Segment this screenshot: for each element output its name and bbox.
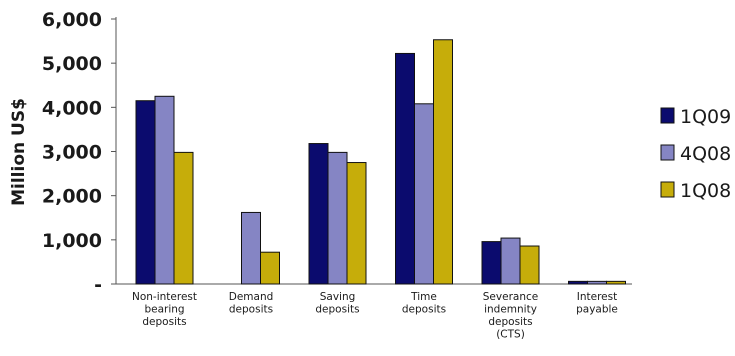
legend-label-4q08: 4Q08: [680, 143, 731, 165]
x-tick-label: Interest payable: [576, 291, 618, 316]
x-tick-label-line: (CTS): [496, 329, 525, 341]
x-tick-label-line: payable: [576, 304, 618, 316]
x-tick-label-line: Saving: [320, 291, 356, 303]
x-tick-label-line: Non-interest: [132, 291, 197, 303]
chart-axes: - 1,000 2,000 3,000 4,000 5,000 6,000: [42, 9, 632, 296]
x-tick-label-line: indemnity: [484, 304, 537, 316]
bar-1q08-4: [519, 245, 540, 285]
y-tick-label: 2,000: [42, 186, 102, 208]
legend-swatch-1q08: [660, 181, 675, 198]
bar-4q08-3: [414, 103, 434, 285]
legend-swatch-4q08: [660, 144, 675, 161]
x-tick-label: Saving deposits: [315, 291, 359, 316]
y-axis-label: Million US$: [9, 98, 29, 206]
y-tick-label: 1,000: [42, 230, 102, 252]
x-tick-label-line: deposits: [488, 316, 532, 328]
bar-4q08-4: [500, 237, 521, 285]
x-tick-label: Non-interest bearing deposits: [132, 291, 197, 328]
bar-4q08-0: [154, 95, 175, 285]
x-tick-label-line: bearing: [144, 304, 184, 316]
y-tick-label: 5,000: [42, 53, 102, 75]
x-tick-label: Time deposits: [402, 291, 446, 316]
legend-label-1q09: 1Q09: [680, 106, 731, 128]
bar-1q09-0: [135, 100, 156, 285]
x-tick-label: Severance indemnity deposits (CTS): [483, 291, 538, 341]
x-tick-label-line: deposits: [315, 304, 359, 316]
legend-label-1q08: 1Q08: [680, 180, 731, 202]
bar-4q08-1: [241, 211, 261, 285]
bar-1q08-5: [606, 280, 626, 285]
x-tick-label-line: Demand: [229, 291, 274, 303]
bar-1q09-3: [395, 52, 415, 285]
x-tick-label: Demand deposits: [229, 291, 274, 316]
y-tick-label: 3,000: [42, 142, 102, 164]
x-tick-label-line: deposits: [142, 316, 186, 328]
bar-1q08-1: [260, 251, 280, 285]
bar-1q08-0: [173, 151, 194, 285]
legend: 1Q09 4Q08 1Q08: [660, 106, 731, 202]
x-tick-label-line: Severance: [483, 291, 538, 303]
bar-1q08-2: [346, 162, 367, 285]
chart-bars: [135, 39, 626, 285]
y-tick-label: 4,000: [42, 97, 102, 119]
bar-4q08-2: [327, 151, 348, 285]
y-tick-label: 6,000: [42, 9, 102, 31]
bar-1q08-3: [433, 39, 453, 285]
bar-1q09-5: [568, 280, 588, 285]
bar-1q09-2: [308, 143, 329, 285]
bar-1q09-4: [481, 241, 502, 285]
x-tick-label-line: deposits: [229, 304, 273, 316]
x-tick-label-line: deposits: [402, 304, 446, 316]
x-tick-label-line: Time: [410, 291, 437, 303]
x-tick-label-line: Interest: [577, 291, 617, 303]
bar-4q08-5: [587, 280, 607, 285]
legend-swatch-1q09: [660, 107, 675, 124]
y-tick-label: -: [94, 274, 102, 296]
